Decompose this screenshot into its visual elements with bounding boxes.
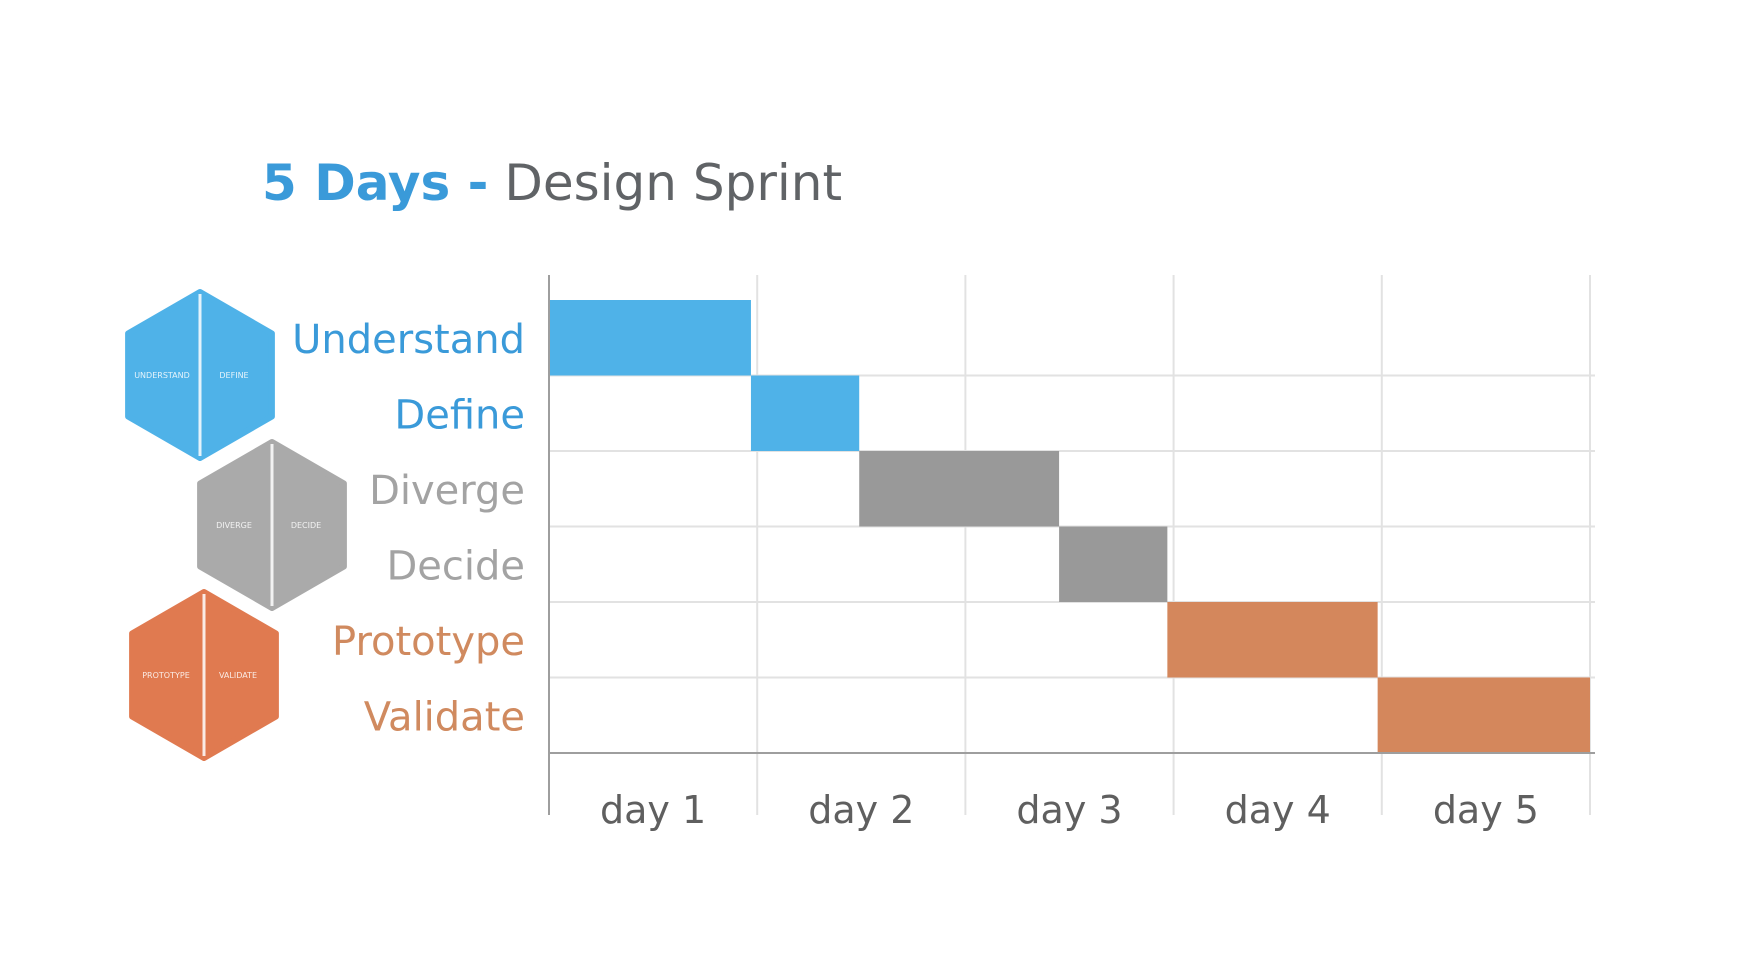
task-bar <box>549 300 751 376</box>
hexagon-left-label: UNDERSTAND <box>134 371 190 380</box>
day-tick-label: day 1 <box>600 788 706 832</box>
day-tick-label: day 2 <box>808 788 914 832</box>
task-label: Decide <box>386 543 525 589</box>
hexagon-left-label: PROTOTYPE <box>142 671 190 680</box>
hexagon-left-label: DIVERGE <box>216 521 252 530</box>
hexagon-right-label: DEFINE <box>219 371 248 380</box>
task-label: Understand <box>292 317 525 363</box>
task-label: Prototype <box>332 619 525 665</box>
task-bar <box>859 451 1060 527</box>
page-title: 5 Days - Design Sprint <box>262 158 842 208</box>
hexagon-right-label: DECIDE <box>291 521 321 530</box>
day-tick-label: day 5 <box>1433 788 1539 832</box>
day-labels: day 1 day 2 day 3 day 4 day 5 <box>600 788 1539 832</box>
day-tick-label: day 4 <box>1225 788 1331 832</box>
title-text: Design Sprint <box>504 154 843 212</box>
title-emphasis: 5 Days - <box>262 154 489 212</box>
task-bar <box>1167 602 1378 678</box>
task-labels: Understand Define Diverge Decide Prototype Va… <box>292 317 525 741</box>
day-tick-label: day 3 <box>1016 788 1122 832</box>
phase-hexagons: UNDERSTAND DEFINE DIVERGE DECIDE PROTOTYPE VA… <box>125 289 347 761</box>
task-bar <box>1059 526 1168 602</box>
task-label: Diverge <box>369 468 525 514</box>
chart-axis <box>548 275 1595 815</box>
hexagon-right-label: VALIDATE <box>219 671 257 680</box>
task-bar <box>750 375 860 451</box>
task-label: Validate <box>364 694 525 740</box>
chart-bars <box>549 300 1590 753</box>
task-label: Define <box>394 392 525 438</box>
task-bar <box>1377 677 1590 753</box>
